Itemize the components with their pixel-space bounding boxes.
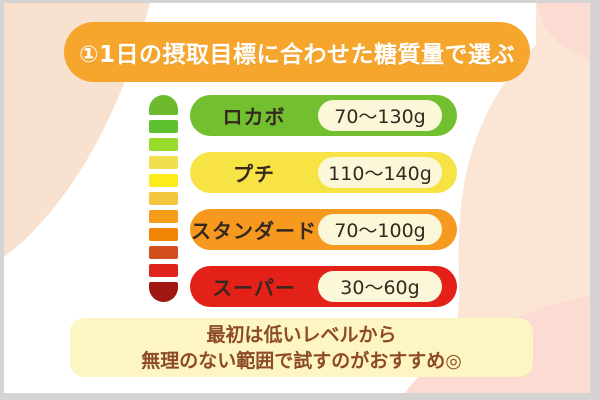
level-value-pill: 70〜100g bbox=[318, 214, 442, 245]
scale-segment bbox=[149, 95, 178, 115]
level-value-pill: 30〜60g bbox=[318, 271, 442, 302]
level-value-pill: 70〜130g bbox=[318, 100, 442, 131]
scale-segment bbox=[149, 246, 178, 259]
scale-segment bbox=[149, 138, 178, 151]
background-blob-top-right bbox=[536, 0, 600, 61]
color-scale-thermometer bbox=[149, 95, 178, 302]
level-value: 110〜140g bbox=[328, 163, 432, 185]
background-blob-right bbox=[401, 0, 600, 400]
level-value: 30〜60g bbox=[340, 277, 420, 299]
scale-segment bbox=[149, 282, 178, 302]
scale-segment bbox=[149, 120, 178, 133]
level-value: 70〜130g bbox=[334, 106, 426, 128]
title-banner: ①1日の摂取目標に合わせた糖質量で選ぶ bbox=[64, 22, 530, 82]
scale-segment bbox=[149, 174, 178, 187]
level-row-petit: プチ 110〜140g bbox=[190, 152, 457, 193]
scale-segment bbox=[149, 264, 178, 277]
level-row-super: スーパー 30〜60g bbox=[190, 266, 457, 307]
level-label: ロカボ bbox=[222, 105, 286, 129]
page-title: ①1日の摂取目標に合わせた糖質量で選ぶ bbox=[79, 42, 515, 68]
level-row-locabo: ロカボ 70〜130g bbox=[190, 95, 457, 136]
level-label: スーパー bbox=[212, 276, 296, 300]
level-value-pill: 110〜140g bbox=[318, 157, 442, 188]
scale-segment bbox=[149, 210, 178, 223]
level-label: プチ bbox=[233, 162, 275, 186]
scale-segment bbox=[149, 192, 178, 205]
footer-note: 最初は低いレベルから 無理のない範囲で試すのがおすすめ◎ bbox=[70, 318, 533, 377]
scale-segment bbox=[149, 156, 178, 169]
level-row-standard: スタンダード 70〜100g bbox=[190, 209, 457, 250]
level-value: 70〜100g bbox=[334, 220, 426, 242]
footer-note-line2: 無理のない範囲で試すのがおすすめ◎ bbox=[141, 349, 462, 372]
level-label: スタンダード bbox=[191, 219, 317, 243]
footer-note-line1: 最初は低いレベルから bbox=[206, 323, 397, 346]
scale-segment bbox=[149, 228, 178, 241]
